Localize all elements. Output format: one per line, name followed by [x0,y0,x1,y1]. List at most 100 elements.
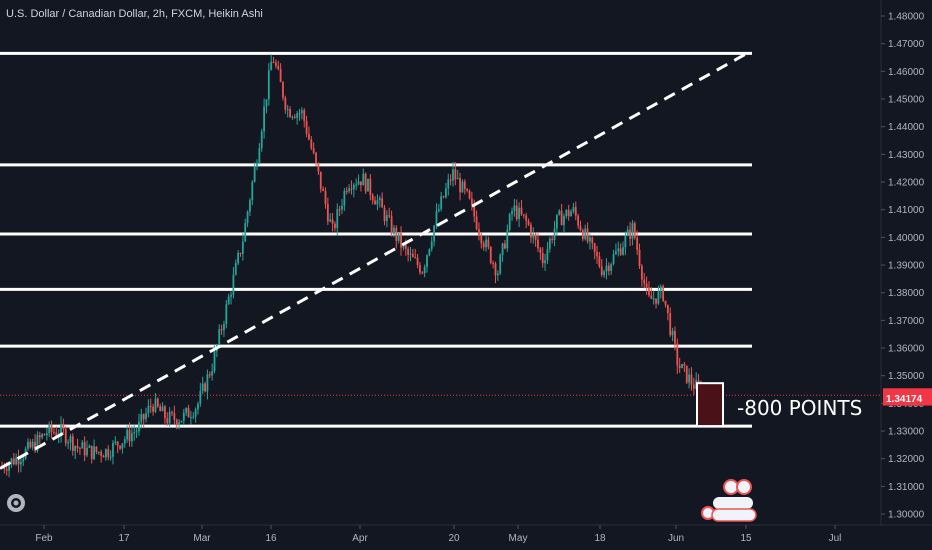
candle-body [135,431,138,433]
event-cluster-icon[interactable] [713,497,753,509]
candle-body [482,243,485,248]
candle-body [598,256,601,267]
event-markers[interactable] [701,479,757,522]
candle-body [492,262,495,264]
time-tick-label: Mar [193,533,211,544]
annotation-box[interactable] [696,382,724,428]
candle-body [522,214,525,216]
candle-body [619,248,622,255]
candle-body [400,233,402,248]
candle-body [282,82,284,98]
candle-body [666,304,669,314]
candle-body [187,408,190,418]
candle-body [530,224,532,238]
candle-body [348,188,350,192]
candle-body [515,205,518,220]
candle-body [43,434,46,436]
candle-body [671,330,674,336]
candle-body [220,329,223,331]
annotation-box-group[interactable] [696,382,724,428]
candle-body [381,198,384,208]
candle-body [343,190,346,206]
candle-body [161,406,164,412]
candle-body [537,239,539,249]
candle-body [305,120,308,134]
candle-body [692,384,695,389]
trendline-group[interactable] [0,52,748,470]
candle-body [643,279,646,284]
price-tick-label: 1.31000 [888,482,925,493]
time-axis[interactable]: Feb 17 Mar 16 Apr 20 May 18 Jun 15 Jul [35,525,841,544]
candle-body [156,398,159,407]
candle-body [456,178,459,180]
candle-body [655,298,657,304]
candle-body [119,445,121,449]
candle-body [626,229,629,236]
candle-body [114,441,117,443]
candle-body [164,406,166,419]
candle-body [234,263,237,275]
candle-body [97,451,100,453]
candle-body [223,324,225,331]
candle-body [95,446,98,452]
candles [1,54,709,478]
candle-body [555,214,558,229]
candle-body [678,365,681,369]
candle-body [211,371,214,376]
price-tick-label: 1.46000 [888,67,925,78]
horizontal-levels[interactable] [0,51,881,428]
time-tick-label: May [509,533,528,544]
annotation-label: -800 POINTS [737,396,862,420]
candle-body [615,251,617,255]
candle-body [581,230,584,240]
candle-body [324,190,327,205]
candle-body [355,184,358,186]
candle-body [636,237,639,250]
candle-body [577,215,580,226]
event-marker-icon[interactable] [736,479,752,495]
candle-body [289,109,291,118]
candle-body [3,466,6,470]
event-cluster-icon[interactable] [711,508,757,522]
candle-body [296,113,299,118]
candle-body [411,253,414,258]
candle-body [659,286,662,291]
candle-body [518,207,521,220]
price-axis[interactable]: 1.48000 1.47000 1.46000 1.45000 1.44000 1.430… [881,12,932,521]
time-tick-label: 17 [118,533,130,544]
candle-body [352,184,355,190]
candle-body [690,374,693,385]
candle-body [407,248,410,255]
candle-body [640,266,643,280]
candle-body [473,204,476,217]
candle-body [45,433,48,436]
candle-body [8,463,10,471]
candle-body [284,97,287,110]
candle-body [489,247,492,263]
candle-body [60,423,62,436]
candle-body [263,106,265,132]
candle-body [376,200,379,205]
price-tick-label: 1.44000 [888,122,925,133]
candle-body [15,457,18,465]
candle-body [208,374,211,376]
candle-body [461,181,464,193]
time-tick-label: 20 [448,533,460,544]
trendline[interactable] [0,52,748,470]
candle-body [617,248,620,252]
candle-body [277,65,280,70]
price-tick-label: 1.37000 [888,316,925,327]
candle-body [584,228,587,240]
chart-title: U.S. Dollar / Canadian Dollar, 2h, FXCM,… [6,8,263,20]
candle-body [600,266,603,276]
candle-body [312,148,315,153]
candle-body [657,290,660,304]
event-marker-icon[interactable] [723,479,739,495]
candle-body [485,239,487,248]
candle-body [93,446,95,460]
second-price-tag[interactable] [883,391,932,406]
candle-body [112,442,114,457]
